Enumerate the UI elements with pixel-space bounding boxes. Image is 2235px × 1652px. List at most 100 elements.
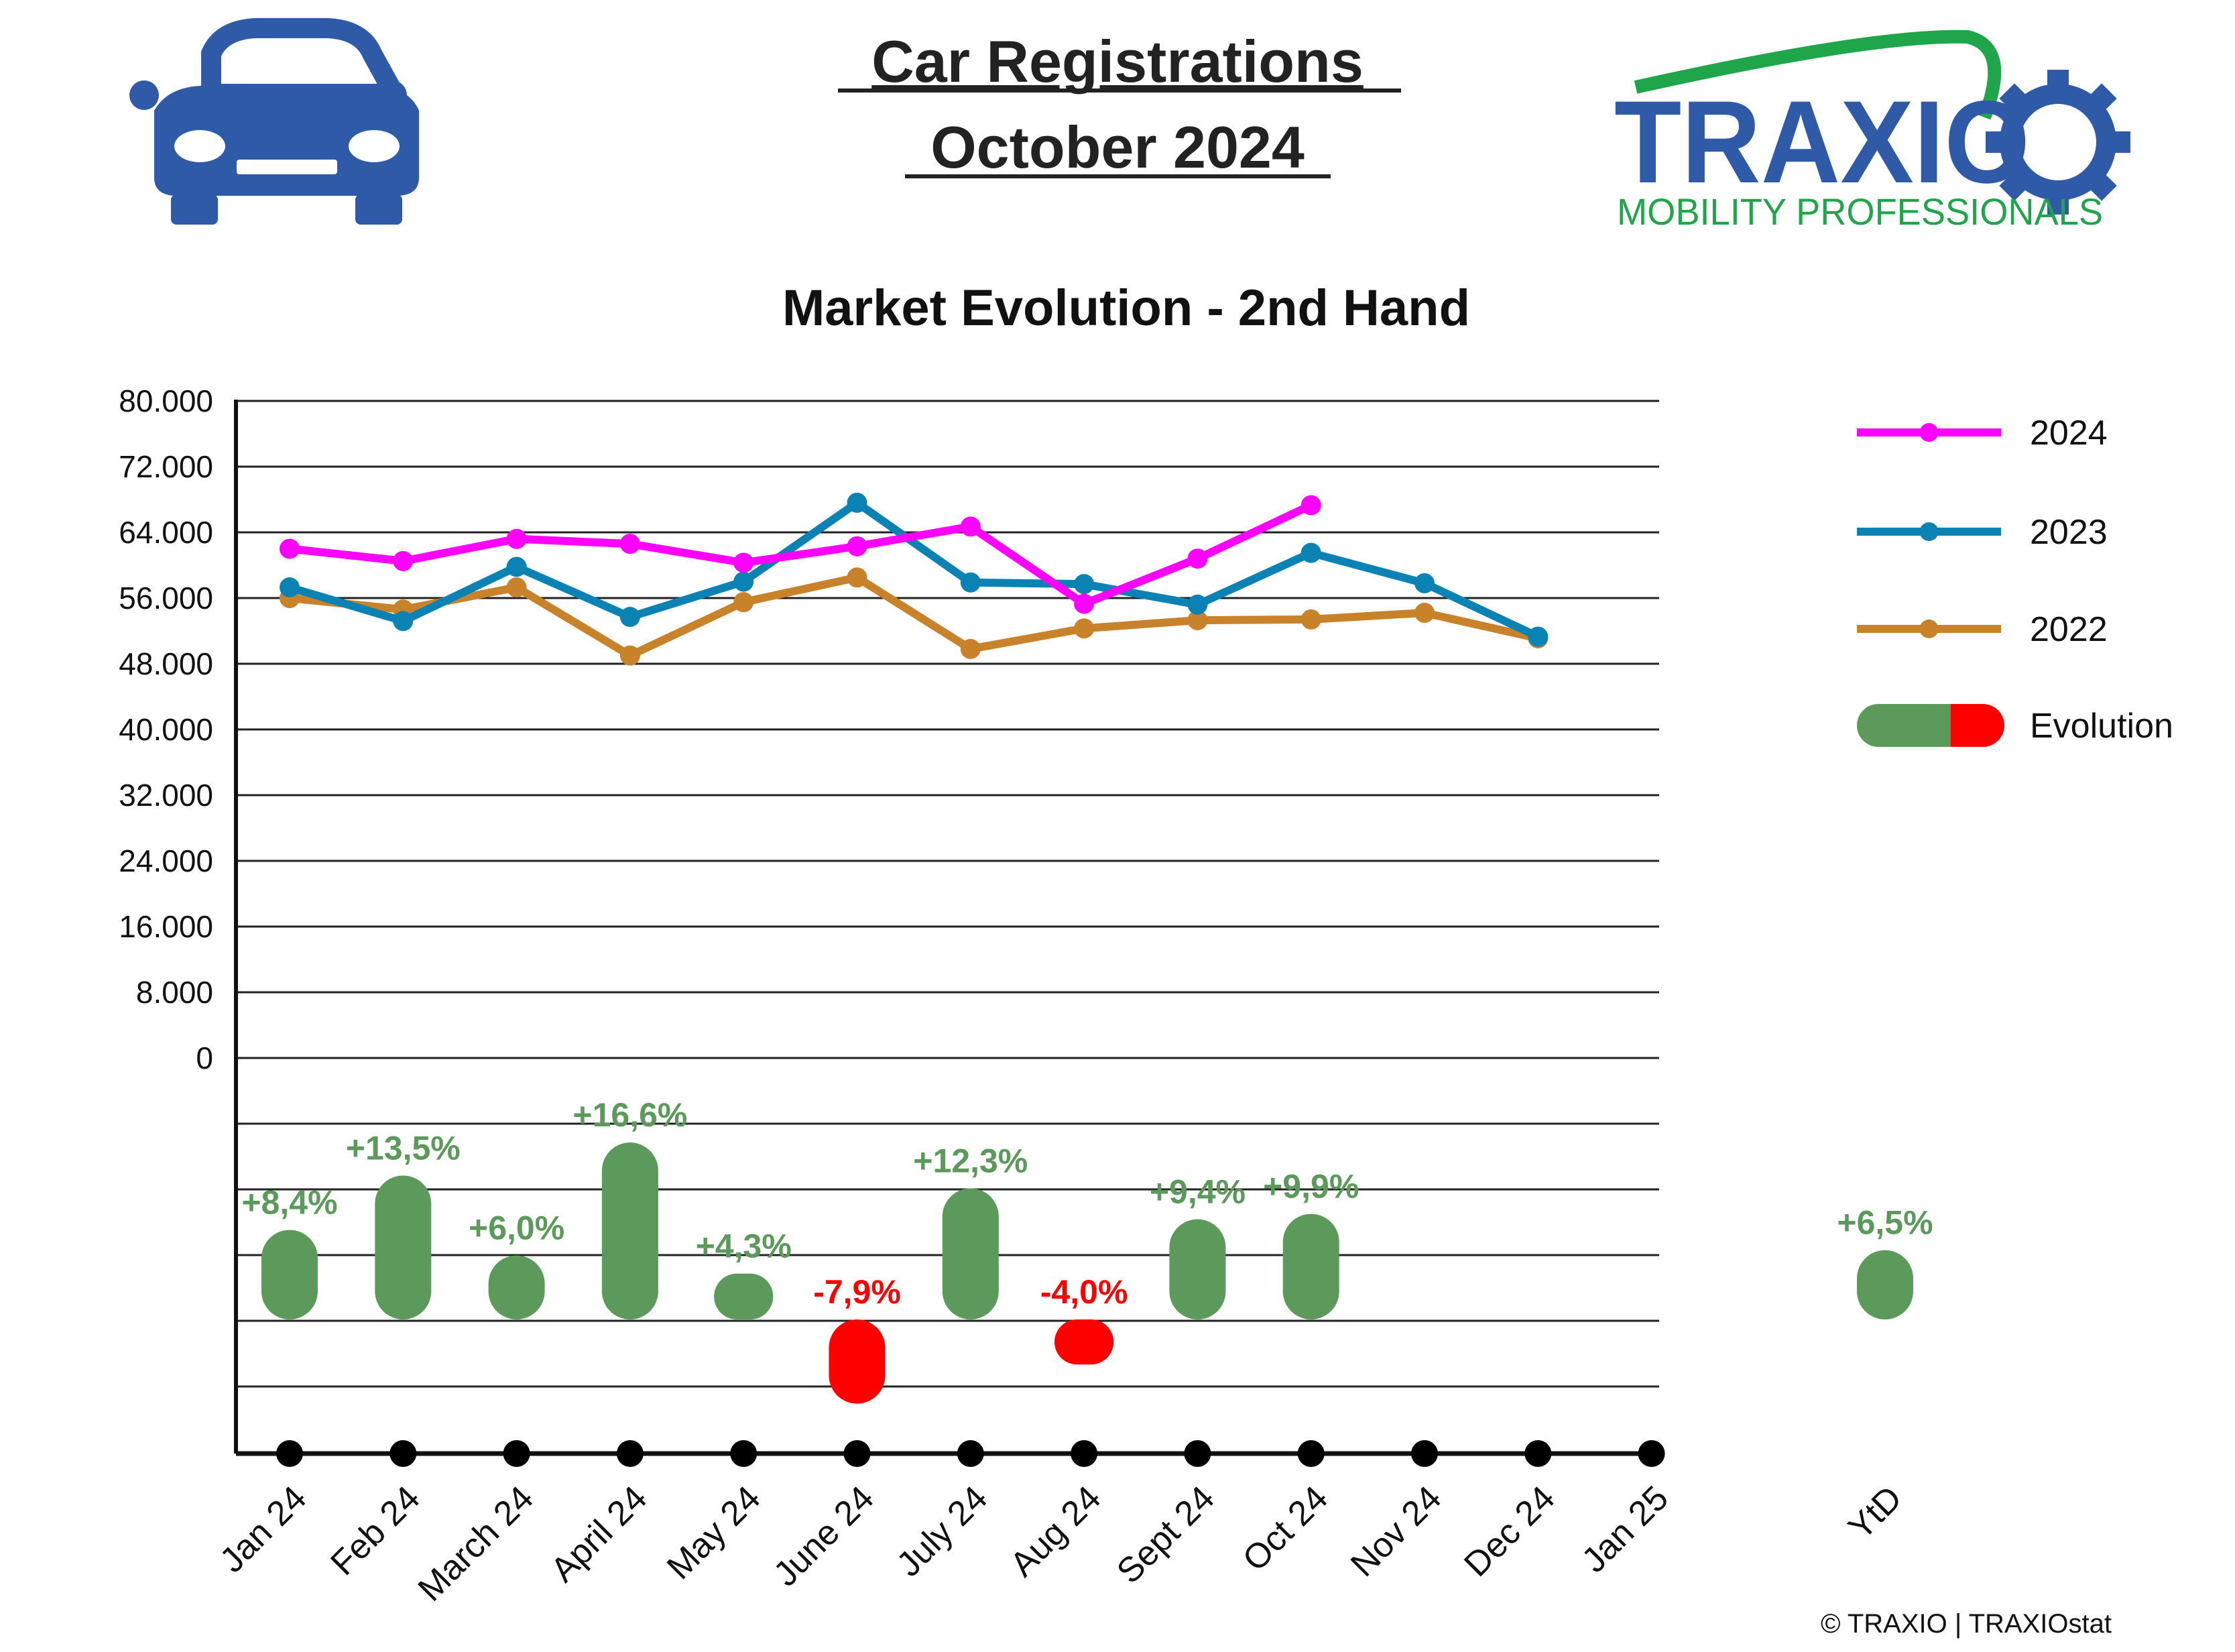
series-line-2022 <box>289 573 1539 660</box>
evolution-bar <box>942 1188 999 1319</box>
evolution-bar <box>714 1273 774 1319</box>
evolution-bars: +8,4%+13,5% +6,0% +16,6% +4,3% -7,9% +12,3% -4… <box>241 1096 1933 1404</box>
point-2022 <box>733 592 754 613</box>
point-2024 <box>506 528 527 549</box>
legend-label-evolution: Evolution <box>2030 707 2173 746</box>
point-2022 <box>1414 603 1435 624</box>
x-tick-label: Oct 24 <box>1235 1478 1335 1578</box>
y-tick-label: 8.000 <box>136 975 213 1010</box>
y-tick-label: 40.000 <box>119 712 213 747</box>
gear-icon <box>1986 70 2130 215</box>
page-title-line2: October 2024 <box>930 114 1305 180</box>
evolution-bar <box>1169 1219 1226 1319</box>
evolution-label: +4,3% <box>696 1228 792 1265</box>
x-axis-marker <box>276 1440 303 1467</box>
car-front-icon <box>129 18 419 225</box>
x-tick-label: Jan 25 <box>1575 1478 1676 1580</box>
evolution-label: +8,4% <box>241 1183 337 1221</box>
x-tick-label: April 24 <box>544 1478 655 1590</box>
x-tick-label: March 24 <box>411 1478 541 1608</box>
evolution-label: -4,0% <box>1040 1273 1128 1311</box>
point-2024 <box>1187 548 1208 569</box>
x-tick-label: Nov 24 <box>1343 1478 1449 1584</box>
point-2022 <box>1074 618 1095 639</box>
x-axis-marker <box>389 1440 417 1467</box>
point-2024 <box>393 550 414 571</box>
evolution-bar <box>375 1175 432 1319</box>
x-axis-marker <box>957 1440 984 1467</box>
y-tick-label: 72.000 <box>119 449 213 484</box>
point-2023 <box>847 492 867 513</box>
evolution-label: +12,3% <box>913 1142 1028 1179</box>
evolution-bar <box>1282 1214 1339 1319</box>
point-2022 <box>960 638 981 659</box>
y-tick-label: 64.000 <box>119 515 213 550</box>
point-2023 <box>1528 626 1549 647</box>
x-axis-marker <box>1071 1440 1098 1467</box>
ytd-evolution-label: +6,5% <box>1837 1204 1933 1242</box>
evolution-label: -7,9% <box>813 1273 901 1311</box>
point-2023 <box>280 577 300 598</box>
evolution-bar <box>829 1319 886 1404</box>
point-2023 <box>619 607 640 628</box>
point-2024 <box>733 552 754 573</box>
logo-wordmark: TRAXIO <box>1614 77 2030 208</box>
x-axis-marker <box>503 1440 530 1467</box>
point-2024 <box>1074 593 1095 614</box>
evolution-bar <box>261 1230 318 1319</box>
evolution-label: +6,0% <box>469 1210 564 1247</box>
legend-label-2022: 2022 <box>2030 610 2108 649</box>
page-title-line1: Car Registrations <box>871 28 1364 95</box>
series-lines <box>280 492 1549 666</box>
x-axis-marker <box>616 1440 644 1467</box>
evolution-label: +13,5% <box>346 1129 461 1167</box>
point-2022 <box>506 577 527 598</box>
y-tick-label: 0 <box>196 1041 213 1075</box>
evolution-bar <box>1054 1319 1114 1365</box>
series-line-2023 <box>288 498 1540 641</box>
point-2023 <box>1301 542 1321 563</box>
point-2022 <box>1301 609 1321 630</box>
legend-label-2023: 2023 <box>2030 513 2108 552</box>
x-tick-label: May 24 <box>660 1478 768 1587</box>
point-2024 <box>847 536 867 556</box>
grid-layer <box>234 400 1659 1454</box>
x-tick-label: Aug 24 <box>1003 1478 1109 1584</box>
point-2022 <box>619 645 640 666</box>
x-axis-marker <box>730 1440 758 1467</box>
traxio-logo: TRAXIO MOBILITY PROFESSIONALS <box>1614 30 2130 233</box>
series-line-2024 <box>289 501 1313 608</box>
point-2023 <box>1414 573 1435 593</box>
point-2023 <box>393 611 414 632</box>
legend-label-2024: 2024 <box>2030 414 2108 453</box>
copyright-footer: © TRAXIO | TRAXIOstat <box>1821 1609 2112 1639</box>
evolution-bar <box>488 1255 545 1319</box>
x-axis-marker <box>1184 1440 1211 1467</box>
y-axis-tick-labels: 80.000 72.000 64.000 56.000 48.000 40.000 32.0… <box>119 384 213 1075</box>
ytd-evolution-bar <box>1857 1250 1913 1319</box>
x-tick-label: YtD <box>1841 1478 1909 1547</box>
legend: 2024 2023 2022 Evolution <box>1857 414 2173 747</box>
x-axis-marker <box>1411 1440 1438 1467</box>
point-2023 <box>506 556 527 577</box>
y-tick-label: 48.000 <box>119 646 213 681</box>
point-2023 <box>1187 594 1208 615</box>
x-tick-label: July 24 <box>890 1478 995 1584</box>
x-axis <box>236 1440 1665 1467</box>
x-tick-label: Feb 24 <box>323 1478 427 1582</box>
x-tick-label: Jan 24 <box>213 1478 314 1580</box>
point-2024 <box>619 534 640 554</box>
x-tick-label: Dec 24 <box>1457 1478 1563 1584</box>
x-axis-marker <box>1524 1440 1552 1467</box>
point-2024 <box>1301 495 1321 516</box>
evolution-bar <box>601 1142 658 1319</box>
point-2024 <box>280 538 300 559</box>
legend-marker-2022 <box>1919 620 1939 638</box>
point-2022 <box>1187 610 1208 631</box>
logo-tagline: MOBILITY PROFESSIONALS <box>1617 190 2103 233</box>
x-axis-marker <box>843 1440 871 1467</box>
legend-marker-2024 <box>1919 423 1939 442</box>
